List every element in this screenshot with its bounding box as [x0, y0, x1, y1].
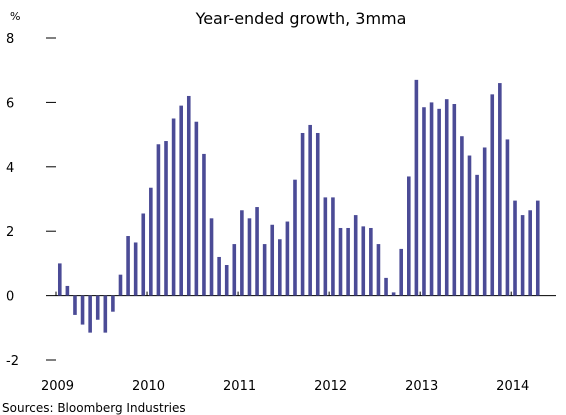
- y-tick-label: 2: [6, 225, 14, 240]
- x-axis: 2009 2010 2011 2012 2013 2014: [41, 291, 529, 394]
- bar: [232, 244, 237, 296]
- bar: [353, 215, 358, 296]
- y-tick-label: 0: [6, 290, 14, 305]
- bar: [186, 95, 191, 296]
- bar: [255, 207, 259, 296]
- bar: [240, 210, 244, 296]
- bar: [498, 83, 502, 296]
- bar: [149, 187, 153, 296]
- bar: [505, 139, 510, 296]
- bar: [452, 104, 457, 296]
- x-tick-label: 2011: [223, 379, 256, 394]
- bar: [308, 124, 312, 296]
- bar: [65, 285, 70, 296]
- bar: [103, 295, 108, 333]
- bar: [346, 227, 350, 296]
- bar: [247, 218, 252, 296]
- bar: [224, 265, 229, 296]
- bar: [513, 200, 517, 296]
- bar: [535, 200, 540, 296]
- bar: [338, 227, 343, 296]
- bar: [133, 242, 138, 296]
- bar-series: [57, 79, 540, 333]
- bar: [414, 79, 419, 296]
- y-axis: -2 0 2 4 6 8: [6, 32, 56, 369]
- bar: [202, 153, 206, 296]
- bar: [315, 132, 320, 296]
- bar: [270, 224, 275, 296]
- bar: [126, 236, 130, 296]
- bar: [217, 256, 221, 296]
- bar: [88, 295, 92, 333]
- source-note: Sources: Bloomberg Industries: [2, 401, 186, 415]
- y-tick-label: 6: [6, 96, 14, 111]
- bar: [407, 176, 411, 296]
- bar: [73, 295, 77, 315]
- bar: [331, 197, 335, 296]
- bar: [194, 121, 199, 296]
- bar: [209, 218, 214, 296]
- bar: [285, 221, 290, 296]
- x-tick-label: 2014: [496, 379, 529, 394]
- bar: [490, 94, 495, 296]
- bar: [171, 118, 176, 296]
- bar: [429, 102, 434, 296]
- bar: [111, 295, 115, 312]
- bar: [460, 136, 464, 296]
- bar: [399, 248, 404, 296]
- bar: [437, 108, 441, 296]
- bar: [95, 295, 100, 320]
- x-tick-label: 2013: [405, 379, 438, 394]
- bar: [376, 244, 381, 296]
- bar: [467, 155, 472, 296]
- bar: [475, 174, 479, 296]
- bar: [278, 239, 282, 296]
- x-tick-label: 2009: [41, 379, 74, 394]
- bar: [369, 227, 373, 296]
- x-tick-label: 2012: [314, 379, 347, 394]
- chart-title: Year-ended growth, 3mma: [195, 9, 407, 28]
- x-tick-label: 2010: [132, 379, 165, 394]
- bar: [156, 144, 161, 296]
- bar: [293, 179, 297, 296]
- bar: [323, 197, 328, 296]
- bar: [141, 213, 146, 296]
- y-tick-label: 4: [6, 161, 14, 176]
- bar: [164, 141, 168, 296]
- bar: [57, 263, 62, 296]
- y-axis-unit: %: [10, 10, 20, 23]
- bar: [520, 215, 525, 296]
- bar: [444, 99, 449, 296]
- bar: [118, 274, 123, 296]
- y-tick-label: -2: [6, 354, 19, 369]
- bar: [482, 147, 487, 296]
- bar: [262, 244, 267, 296]
- bar: [80, 295, 85, 325]
- bar: [422, 107, 426, 296]
- bar: [384, 277, 388, 296]
- y-tick-label: 8: [6, 32, 14, 47]
- bar: [179, 105, 183, 296]
- bar: [528, 210, 532, 296]
- bar: [361, 226, 366, 296]
- bar: [300, 132, 305, 296]
- bar: [391, 292, 396, 296]
